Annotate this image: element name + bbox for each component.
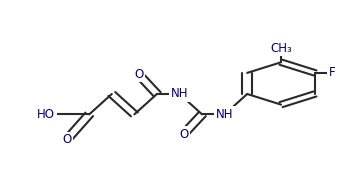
Text: O: O [179,128,188,140]
Text: F: F [329,66,336,79]
Text: O: O [62,133,71,146]
Text: HO: HO [37,108,55,121]
Text: O: O [134,68,143,81]
Text: NH: NH [216,108,233,121]
Text: CH₃: CH₃ [270,42,292,55]
Text: NH: NH [171,88,188,101]
